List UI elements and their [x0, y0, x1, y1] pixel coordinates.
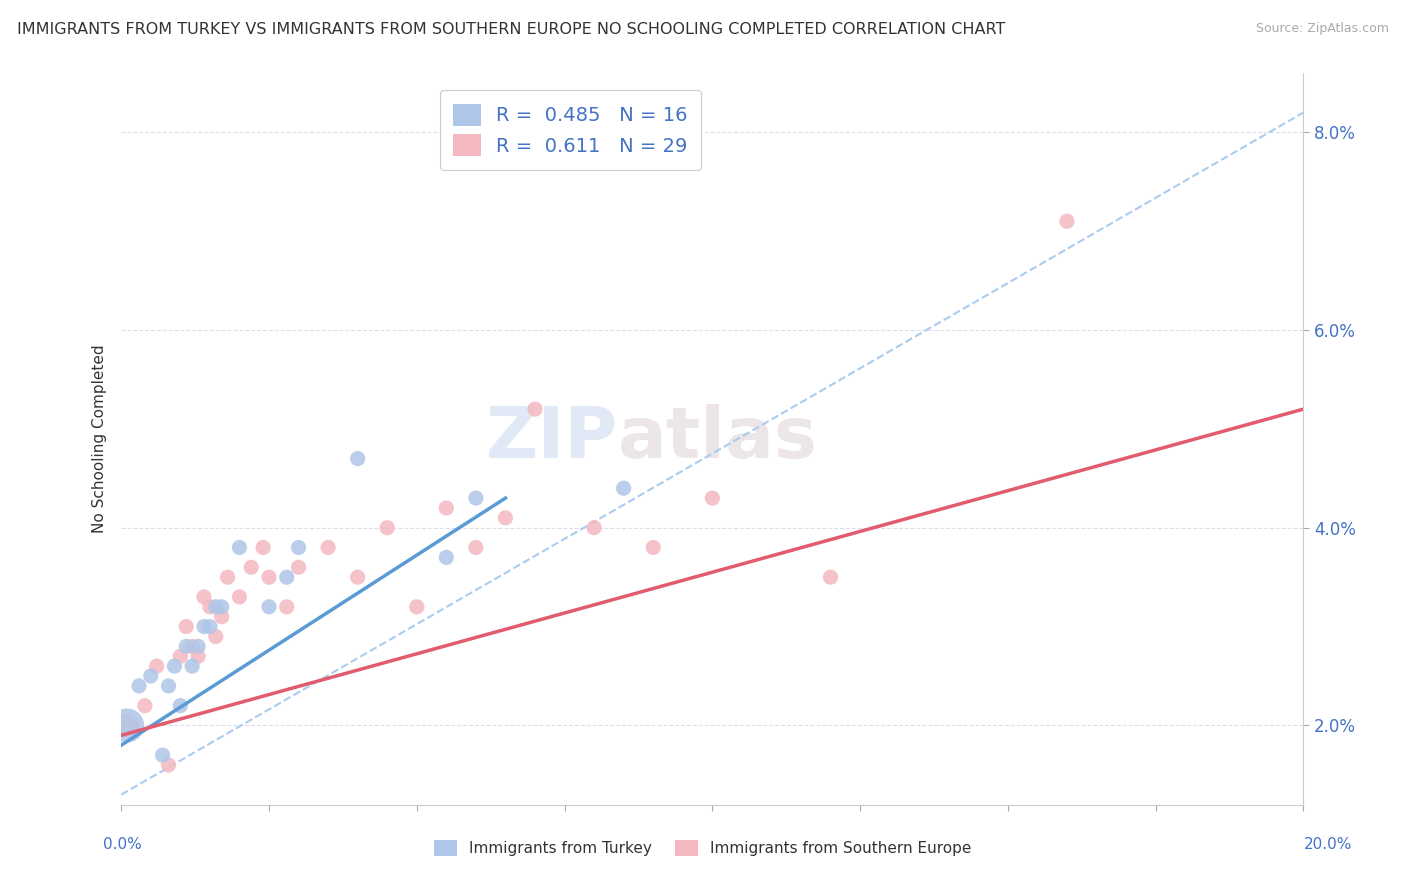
- Text: ZIP: ZIP: [485, 404, 617, 474]
- Point: [204, 599, 226, 614]
- Point: [240, 560, 263, 574]
- Point: [187, 649, 209, 664]
- Point: [181, 640, 204, 654]
- Point: [204, 630, 226, 644]
- Point: [613, 481, 636, 495]
- Point: [346, 451, 368, 466]
- Text: 20.0%: 20.0%: [1305, 838, 1353, 852]
- Point: [524, 402, 547, 417]
- Point: [217, 570, 239, 584]
- Point: [198, 599, 221, 614]
- Point: [583, 521, 606, 535]
- Point: [643, 541, 665, 555]
- Point: [346, 570, 368, 584]
- Point: [115, 718, 138, 732]
- Legend: R =  0.485   N = 16, R =  0.611   N = 29: R = 0.485 N = 16, R = 0.611 N = 29: [440, 90, 702, 170]
- Point: [169, 698, 191, 713]
- Point: [163, 659, 186, 673]
- Legend: Immigrants from Turkey, Immigrants from Southern Europe: Immigrants from Turkey, Immigrants from …: [429, 834, 977, 862]
- Y-axis label: No Schooling Completed: No Schooling Completed: [93, 344, 107, 533]
- Point: [287, 541, 309, 555]
- Point: [375, 521, 398, 535]
- Point: [276, 570, 298, 584]
- Point: [128, 679, 150, 693]
- Point: [464, 541, 486, 555]
- Point: [287, 560, 309, 574]
- Point: [169, 649, 191, 664]
- Point: [434, 500, 457, 515]
- Point: [228, 590, 250, 604]
- Point: [145, 659, 167, 673]
- Point: [139, 669, 162, 683]
- Point: [702, 832, 724, 847]
- Point: [198, 619, 221, 633]
- Point: [174, 619, 197, 633]
- Point: [157, 758, 180, 772]
- Text: atlas: atlas: [617, 404, 818, 474]
- Text: Source: ZipAtlas.com: Source: ZipAtlas.com: [1256, 22, 1389, 36]
- Point: [405, 599, 427, 614]
- Point: [157, 679, 180, 693]
- Point: [1056, 214, 1078, 228]
- Point: [152, 748, 174, 763]
- Point: [494, 511, 516, 525]
- Point: [115, 718, 138, 732]
- Text: IMMIGRANTS FROM TURKEY VS IMMIGRANTS FROM SOUTHERN EUROPE NO SCHOOLING COMPLETED: IMMIGRANTS FROM TURKEY VS IMMIGRANTS FRO…: [17, 22, 1005, 37]
- Point: [316, 541, 339, 555]
- Point: [702, 491, 724, 505]
- Point: [257, 570, 280, 584]
- Point: [134, 698, 156, 713]
- Point: [820, 570, 842, 584]
- Point: [434, 550, 457, 565]
- Point: [193, 619, 215, 633]
- Point: [228, 541, 250, 555]
- Text: 0.0%: 0.0%: [103, 838, 142, 852]
- Point: [211, 609, 233, 624]
- Point: [181, 659, 204, 673]
- Point: [174, 640, 197, 654]
- Point: [257, 599, 280, 614]
- Point: [276, 599, 298, 614]
- Point: [211, 599, 233, 614]
- Point: [187, 640, 209, 654]
- Point: [252, 541, 274, 555]
- Point: [464, 491, 486, 505]
- Point: [193, 590, 215, 604]
